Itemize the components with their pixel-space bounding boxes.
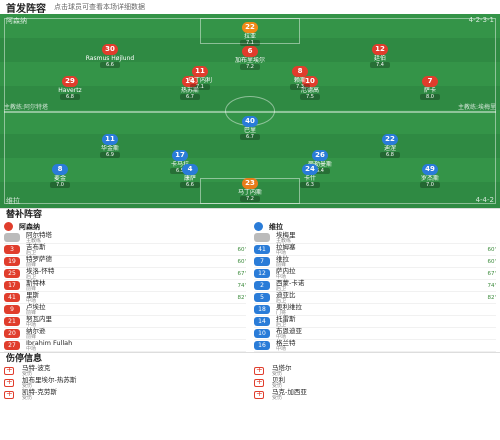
lineup-subtitle: 点击球员可查看本场详细数据 bbox=[54, 3, 145, 11]
home-formation: 4-2-3-1 bbox=[468, 16, 494, 24]
player-away-5[interactable]: 26 蒂勒曼斯 6.4 bbox=[307, 150, 332, 174]
player-home-10[interactable]: 8 赖斯 7.3 bbox=[268, 66, 332, 90]
home-team-logo-icon bbox=[4, 222, 13, 231]
injury-icon bbox=[4, 377, 14, 387]
list-item[interactable]: 5 迪亚比 后卫 82' bbox=[254, 291, 496, 304]
away-team-name: 维拉 bbox=[6, 197, 20, 205]
subs-section: 阿森纳 阿尔特塔 主教练 3 吉布斯 后卫 60' 19 特罗萨德 前锋 60' 25 埃洛-怀… bbox=[0, 221, 500, 352]
away-coach: 主教练:埃梅里 bbox=[457, 104, 496, 111]
player-away-8[interactable]: 4 康萨 6.6 bbox=[158, 164, 222, 188]
home-subs: 阿森纳 阿尔特塔 主教练 3 吉布斯 后卫 60' 19 特罗萨德 前锋 60' 25 埃洛-怀… bbox=[0, 221, 250, 352]
player-home-1[interactable]: 22 拉亚 7.1 bbox=[218, 22, 282, 46]
away-subs-header: 维拉 bbox=[254, 221, 496, 232]
list-item[interactable]: 17 斯特林 前锋 74' bbox=[4, 279, 246, 292]
away-subs: 维拉 埃梅里 主教练 41 拉姆塞 中场 60' 7 维拉 前锋 60' 12 萨内拉 中场 67'… bbox=[250, 221, 500, 352]
coach-avatar-icon bbox=[4, 233, 20, 242]
away-team-bar: 维拉 4-4-2 bbox=[6, 196, 494, 206]
player-away-2[interactable]: 40 巴里 6.7 bbox=[218, 116, 282, 140]
lineup-header: 首发阵容 点击球员可查看本场详细数据 bbox=[0, 0, 500, 15]
coach-row: 主教练:阿尔特塔 主教练:埃梅里 bbox=[4, 102, 496, 111]
list-item[interactable]: 21 努瓦内里 中场 bbox=[4, 315, 246, 328]
injury-icon bbox=[254, 389, 264, 399]
list-item[interactable]: 16 格兰特 中场 bbox=[254, 339, 496, 352]
player-home-8[interactable]: 7 萨卡 8.0 bbox=[398, 76, 462, 100]
injury-icon bbox=[254, 365, 264, 375]
home-subs-header: 阿森纳 bbox=[4, 221, 246, 232]
list-item[interactable]: 10 布恩迪亚 中场 bbox=[254, 327, 496, 340]
list-item[interactable]: 41 拉姆塞 中场 60' bbox=[254, 243, 496, 256]
player-home-7[interactable]: 10 厄德高 7.5 bbox=[300, 76, 320, 100]
player-away-3[interactable]: 11 华金斯 6.9 bbox=[100, 134, 120, 158]
list-item[interactable]: 19 特罗萨德 前锋 60' bbox=[4, 255, 246, 268]
coach-avatar-icon bbox=[254, 233, 270, 242]
player-away-9[interactable]: 24 卡什 6.3 bbox=[278, 164, 342, 188]
player-home-6[interactable]: 14 热苏斯 6.7 bbox=[180, 76, 200, 100]
injury-icon bbox=[4, 365, 14, 375]
pitch: 阿森纳 4-2-3-1 维拉 4-4-2 主教练:阿尔特塔 主教练:埃梅里 22… bbox=[0, 14, 500, 208]
home-coach-row: 阿尔特塔 主教练 bbox=[4, 231, 246, 244]
player-home-9[interactable]: 11 马丁内利 7.1 bbox=[187, 66, 212, 90]
list-item[interactable]: 18 奥利维拉 门将 bbox=[254, 303, 496, 316]
subs-title: 替补阵容 bbox=[0, 208, 500, 221]
lineup-title: 首发阵容 bbox=[6, 3, 46, 15]
list-item[interactable]: 2 西蒙-卡诺 后卫 74' bbox=[254, 279, 496, 292]
player-home-3[interactable]: 6 加布里埃尔 7.2 bbox=[234, 46, 265, 70]
list-item[interactable]: 20 纳尔逊 前锋 bbox=[4, 327, 246, 340]
player-home-4[interactable]: 12 廷伯 7.4 bbox=[348, 44, 412, 68]
player-home-5[interactable]: 29 Havertz 6.8 bbox=[58, 76, 82, 100]
player-away-6[interactable]: 22 迪涅 6.8 bbox=[358, 134, 422, 158]
list-item[interactable]: 3 吉布斯 后卫 60' bbox=[4, 243, 246, 256]
injuries-title: 伤停信息 bbox=[0, 352, 500, 365]
list-item[interactable]: 12 萨内拉 中场 67' bbox=[254, 267, 496, 280]
away-coach-row: 埃梅里 主教练 bbox=[254, 231, 496, 244]
player-home-2[interactable]: 30 Rasmus Højlund 6.6 bbox=[85, 44, 135, 68]
home-team-name: 阿森纳 bbox=[6, 17, 27, 25]
list-item[interactable]: 27 Ibrahim Fullah 中场 bbox=[4, 339, 246, 352]
list-item[interactable]: 7 维拉 前锋 60' bbox=[254, 255, 496, 268]
player-away-10[interactable]: 49 罗杰斯 7.0 bbox=[420, 164, 440, 188]
home-team-bar: 阿森纳 4-2-3-1 bbox=[6, 16, 494, 26]
away-team-logo-icon bbox=[254, 222, 263, 231]
injury-icon bbox=[4, 389, 14, 399]
list-item[interactable]: 14 托雷斯 后卫 bbox=[254, 315, 496, 328]
away-formation: 4-4-2 bbox=[475, 196, 494, 204]
player-away-1[interactable]: 23 马丁内斯 7.2 bbox=[237, 178, 262, 202]
player-away-4[interactable]: 17 卡马拉 6.5 bbox=[170, 150, 190, 174]
list-item[interactable]: 9 卢埃拉 前锋 bbox=[4, 303, 246, 316]
injury-icon bbox=[254, 377, 264, 387]
list-item[interactable]: 41 里斯 中场 82' bbox=[4, 291, 246, 304]
player-away-7[interactable]: 8 麦金 7.0 bbox=[28, 164, 92, 188]
list-item[interactable]: 25 埃洛-怀特 后卫 67' bbox=[4, 267, 246, 280]
home-coach: 主教练:阿尔特塔 bbox=[4, 104, 49, 111]
